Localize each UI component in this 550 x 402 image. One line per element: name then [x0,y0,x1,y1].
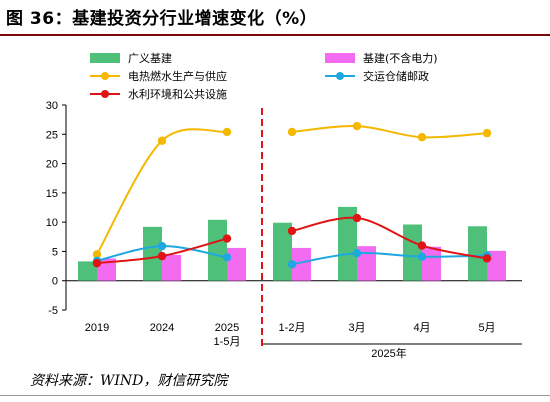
x-tick-label: 5月 [478,322,495,334]
legend-marker [101,72,109,80]
bar [468,226,487,281]
x-tick-label: 2025 [215,322,239,334]
data-point [92,258,102,268]
data-point [222,234,232,243]
x-tick-label: 4月 [413,322,430,334]
data-point [287,260,297,269]
bar [143,226,162,281]
data-point [417,241,427,250]
lines [92,121,492,269]
group-label: 2025年 [371,346,406,360]
data-point [92,250,102,259]
legend-marker [101,90,109,98]
data-point [157,251,167,261]
source-divider [0,395,550,396]
data-point [482,254,492,263]
series-line [291,251,488,266]
legend-label: 交运仓储邮政 [363,69,429,83]
legend-marker [336,72,344,80]
data-point [157,241,167,251]
data-point [417,133,427,142]
title-divider [0,34,550,36]
bar [162,254,181,281]
x-tick-label: 1-5月 [214,336,241,348]
bar [357,246,376,281]
y-tick-label: 20 [46,159,58,171]
y-tick-label: 5 [52,246,58,258]
x-tick-label: 1-2月 [279,322,306,334]
y-tick-label: 15 [46,188,58,200]
legend-label: 电热燃水生产与供应 [128,69,227,83]
bar [403,224,422,281]
bar [422,246,441,281]
x-tick-label: 2024 [150,322,174,334]
data-point [287,226,297,236]
bar [208,219,227,281]
y-tick-label: 30 [46,100,58,112]
bar [338,206,357,281]
data-point [352,213,362,223]
x-tick-label: 3月 [348,322,365,334]
x-tick-label: 2019 [85,322,109,334]
data-point [157,136,167,145]
data-point [417,252,427,261]
series-line [291,125,488,139]
y-tick-label: 10 [46,217,58,229]
y-tick-label: 25 [46,129,58,141]
data-point [222,127,232,137]
data-point [287,127,297,137]
data-point [222,253,232,262]
bar [487,250,506,281]
bar [78,261,97,281]
bar [97,258,116,281]
data-point [352,121,362,131]
bar [273,222,292,281]
bars [78,206,506,281]
y-tick-label: -5 [48,305,58,317]
legend-label: 水利环境和公共设施 [128,87,227,101]
legend-swatch [90,53,120,63]
y-tick-label: 0 [52,276,58,288]
legend-swatch [325,53,355,63]
legend-label: 广义基建 [128,51,172,65]
bar [292,247,311,281]
legend-label: 基建(不含电力) [363,51,438,65]
series-line [96,128,228,255]
data-point [352,248,362,258]
bar [227,247,246,281]
source-note: 资料来源：WIND，财信研究院 [30,373,228,389]
series-line [291,216,488,260]
figure-title: 图 36：基建投资分行业增速变化（%） [6,9,318,29]
data-point [482,128,492,138]
